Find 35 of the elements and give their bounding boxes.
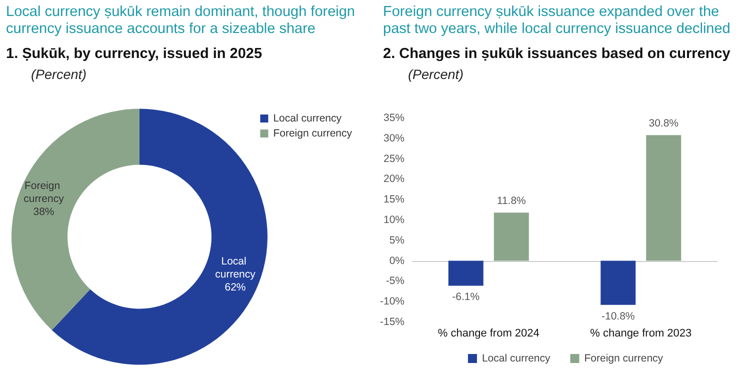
text: (Percent) bbox=[408, 67, 464, 82]
legend-label: Local currency bbox=[273, 112, 342, 124]
data-label: 62% bbox=[224, 282, 246, 294]
legend-label: Foreign currency bbox=[273, 128, 353, 140]
y-tick-label: 30% bbox=[383, 132, 405, 144]
y-tick-label: 10% bbox=[383, 214, 405, 226]
bar bbox=[646, 135, 682, 261]
y-tick-label: 0% bbox=[389, 254, 405, 267]
bar bbox=[600, 260, 636, 305]
y-tick-label: -10% bbox=[380, 296, 405, 308]
chart-subtitle: 2. Changes in ṣukūk issuances based on currency bbox=[383, 46, 730, 62]
slice-label: Local currency bbox=[215, 256, 256, 281]
y-tick-label: 35% bbox=[383, 112, 405, 124]
chart-subtitle: 1. Ṣukūk, by currency, issued in 2025 bbox=[6, 46, 262, 62]
chart-title: Local currency ṣukūk remain dominant, though foreign currency issuance accounts for a sizeable share bbox=[6, 4, 356, 38]
data-label: 30.8% bbox=[648, 118, 679, 130]
x-tick-label: % change from 2024 bbox=[438, 328, 540, 340]
bar bbox=[494, 212, 529, 261]
data-label: 11.8% bbox=[496, 195, 526, 208]
data-label: 38% bbox=[33, 206, 54, 218]
data-label: -10.8% bbox=[601, 310, 635, 322]
y-tick-label: 20% bbox=[383, 173, 405, 186]
y-tick-label: 5% bbox=[389, 234, 405, 246]
text: (Percent) bbox=[31, 67, 87, 82]
data-label: -6.1% bbox=[452, 291, 480, 304]
y-tick-label: 15% bbox=[383, 194, 405, 206]
legend-label: Foreign currency bbox=[584, 352, 664, 364]
y-tick-label: 25% bbox=[383, 152, 405, 165]
slice-label: Foreign currency bbox=[24, 180, 65, 205]
y-tick-label: -15% bbox=[380, 316, 405, 328]
chart-title: Foreign currency ṣukūk issuance expanded over the past two years, while local currency issuance declined bbox=[383, 4, 732, 38]
y-tick-label: -5% bbox=[386, 275, 405, 288]
bar bbox=[448, 260, 484, 286]
legend-label: Local currency bbox=[482, 352, 551, 364]
x-tick-label: % change from 2023 bbox=[590, 328, 692, 340]
